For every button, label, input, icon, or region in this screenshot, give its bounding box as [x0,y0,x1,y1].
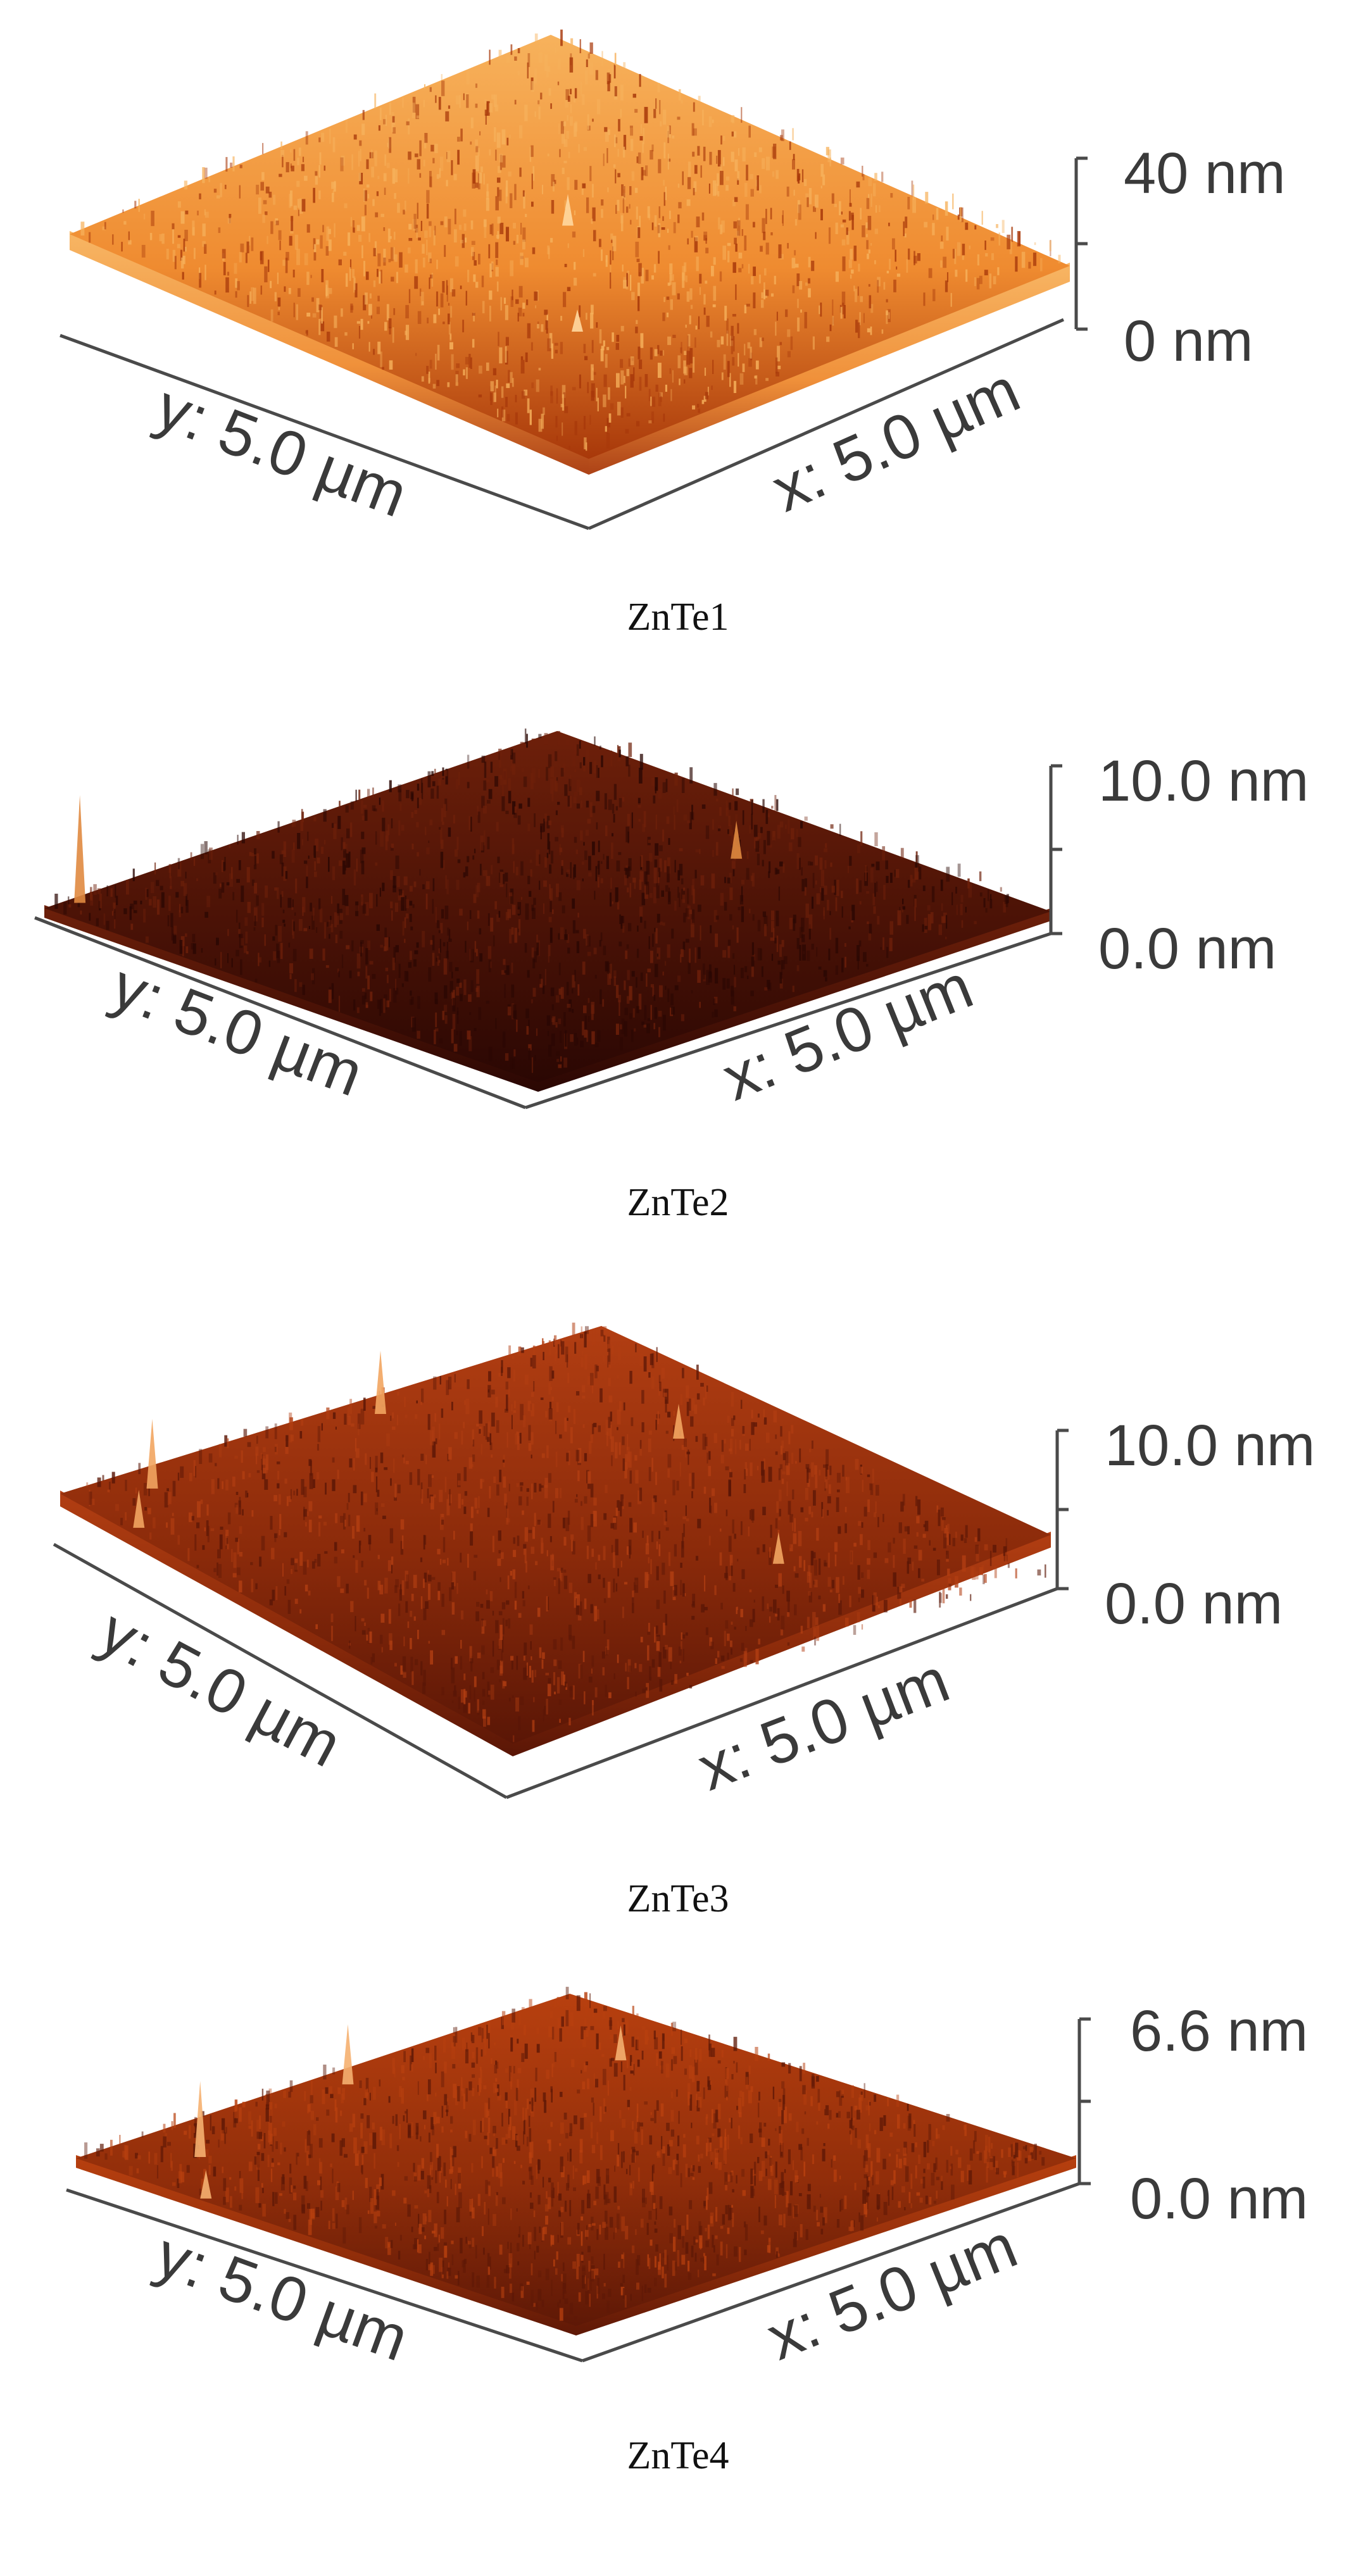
z-top-label: 10.0 nm [1105,1413,1315,1478]
panel-caption: ZnTe3 [0,1877,1356,1922]
afm-panel-4: 6.6 nm 0.0 nm y: 5.0 µm x: 5.0 µm ZnTe4 [0,1956,1356,2576]
afm-panel-1: 40 nm 0 nm y: 5.0 µm x: 5.0 µm ZnTe1 [0,0,1356,620]
panel-caption: ZnTe2 [0,1180,1356,1225]
surface-spike [74,796,85,903]
z-bottom-label: 0.0 nm [1105,1572,1283,1636]
surface-spike [375,1351,386,1414]
z-bottom-label: 0.0 nm [1098,916,1276,981]
panel-caption: ZnTe1 [0,595,1356,640]
afm-panel-2: 10.0 nm 0.0 nm y: 5.0 µm x: 5.0 µm ZnTe2 [0,715,1356,1335]
z-top-label: 10.0 nm [1098,749,1309,813]
surface-spike [147,1419,158,1489]
z-bottom-label: 0 nm [1124,309,1253,373]
z-top-label: 40 nm [1124,141,1286,206]
afm-surface-figure: 10.0 nm 0.0 nm y: 5.0 µm x: 5.0 µm [0,1291,1356,1861]
y-axis-label: y: 5.0 µm [147,371,417,531]
afm-surface-figure: 40 nm 0 nm y: 5.0 µm x: 5.0 µm [0,0,1356,570]
afm-panel-3: 10.0 nm 0.0 nm y: 5.0 µm x: 5.0 µm ZnTe3 [0,1291,1356,1911]
